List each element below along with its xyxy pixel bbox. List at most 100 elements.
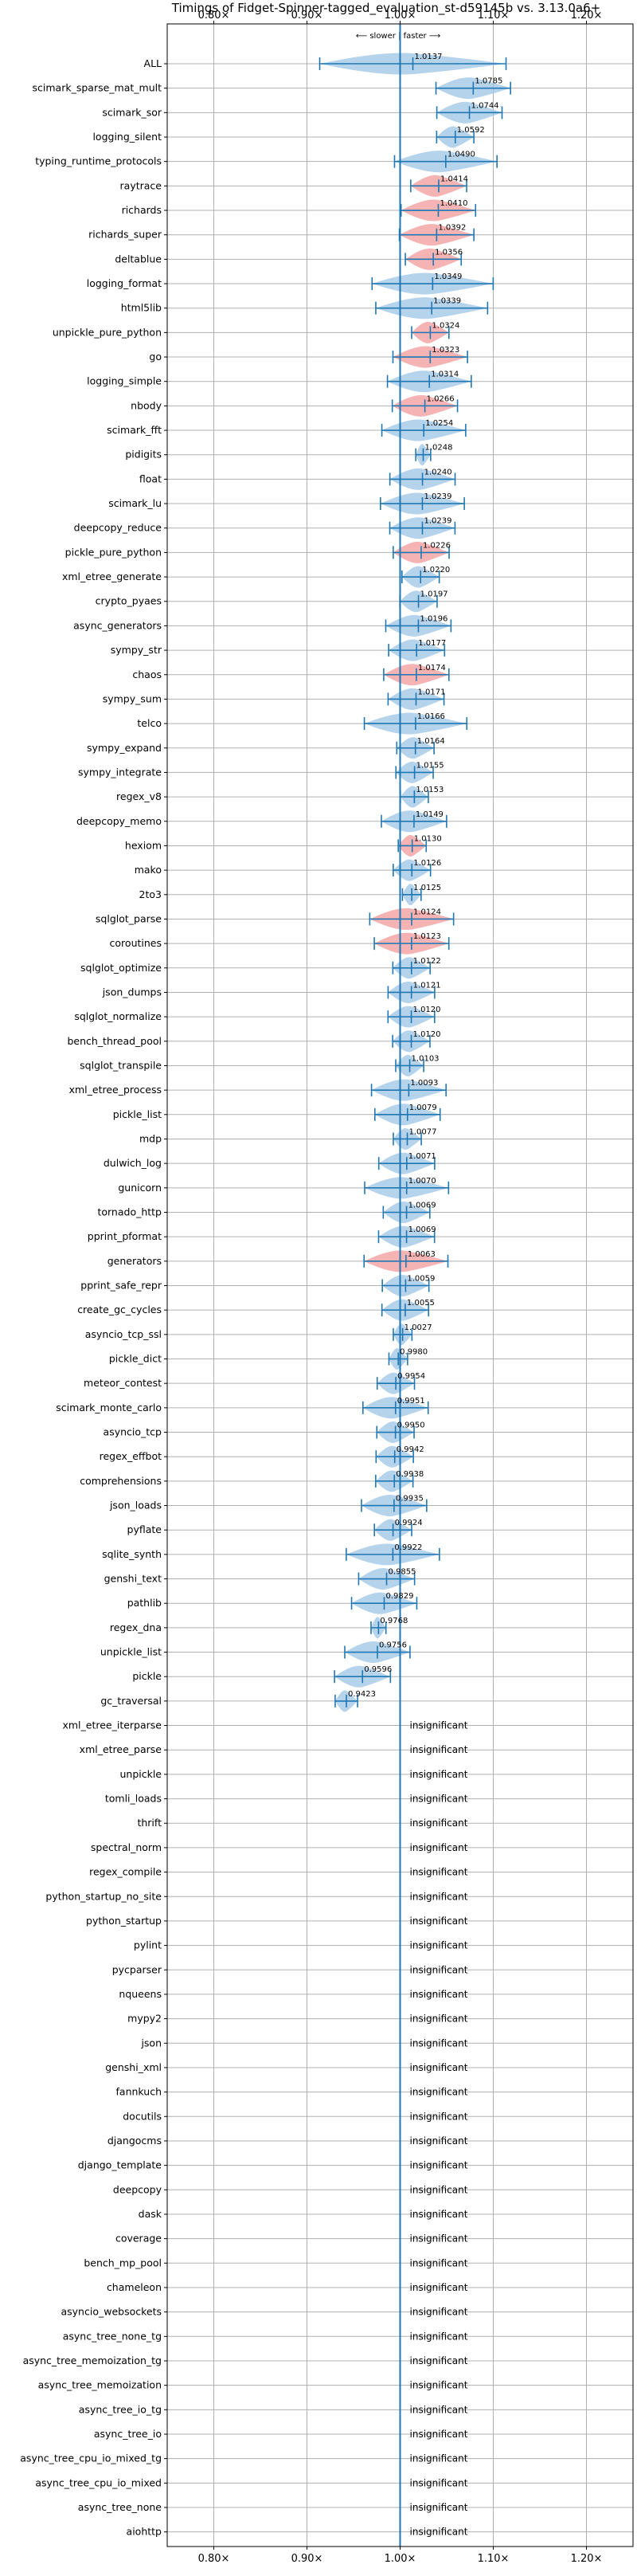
- y-tick-label: xml_etree_iterparse: [62, 1719, 162, 1731]
- insignificant-label: insignificant: [410, 2087, 468, 2098]
- y-tick-label: scimark_lu: [108, 497, 162, 509]
- value-label: 1.0164: [417, 737, 445, 746]
- value-label: 1.0785: [475, 77, 502, 86]
- insignificant-label: insignificant: [410, 2184, 468, 2195]
- y-tick-label: tomli_loads: [105, 1793, 162, 1805]
- y-tick-label: pylint: [134, 1939, 162, 1951]
- value-label: 0.9423: [348, 1690, 376, 1699]
- y-tick-label: djangocms: [107, 2135, 162, 2147]
- value-label: 0.9855: [389, 1568, 416, 1577]
- y-tick-label: sqlglot_optimize: [80, 962, 162, 974]
- insignificant-label: insignificant: [410, 2282, 468, 2293]
- insignificant-label: insignificant: [410, 1989, 468, 2000]
- y-tick-label: regex_dna: [110, 1621, 162, 1633]
- y-tick-label: nbody: [131, 399, 162, 411]
- y-tick-label: scimark_fft: [107, 424, 162, 436]
- insignificant-label: insignificant: [410, 1964, 468, 1975]
- value-label: 0.9935: [396, 1495, 424, 1504]
- insignificant-label: insignificant: [410, 2331, 468, 2342]
- x-tick-label-bottom: 1.20×: [571, 2553, 603, 2565]
- value-label: 1.0744: [471, 101, 499, 110]
- value-label: 0.9756: [379, 1641, 407, 1650]
- value-label: 1.0071: [408, 1152, 436, 1161]
- value-label: 1.0069: [408, 1225, 436, 1234]
- y-tick-label: async_tree_cpu_io_mixed_tg: [20, 2452, 162, 2464]
- y-tick-label: docutils: [123, 2110, 162, 2122]
- y-tick-label: mako: [135, 864, 162, 876]
- y-tick-label: async_tree_io: [94, 2428, 162, 2440]
- value-label: 1.0410: [440, 199, 467, 208]
- y-tick-label: sympy_sum: [103, 692, 162, 704]
- y-tick-label: json_loads: [109, 1500, 162, 1511]
- insignificant-label: insignificant: [410, 2111, 468, 2122]
- y-tick-label: unpickle: [119, 1768, 162, 1780]
- x-tick-label-top: 1.00×: [385, 10, 416, 22]
- y-tick-label: sqlglot_parse: [96, 912, 162, 924]
- y-tick-label: sympy_integrate: [78, 766, 162, 778]
- y-tick-label: async_tree_cpu_io_mixed: [35, 2476, 162, 2488]
- value-label: 1.0314: [431, 371, 459, 379]
- y-tick-label: deltablue: [115, 253, 162, 265]
- insignificant-label: insignificant: [410, 1817, 468, 1829]
- insignificant-label: insignificant: [410, 2209, 468, 2220]
- y-tick-label: chameleon: [107, 2281, 162, 2293]
- y-tick-label: pathlib: [127, 1597, 162, 1609]
- y-tick-label: async_tree_none: [78, 2501, 162, 2513]
- ticks-layer: 0.80× 0.80× 0.90× 0.90× 1.00× 1.00× 1.10× 1.10×…: [20, 10, 602, 2565]
- value-label: 1.0349: [434, 272, 462, 281]
- y-tick-label: logging_silent: [92, 131, 162, 143]
- direction-label: ⟵ slower | faster ⟶: [356, 32, 440, 41]
- y-tick-label: html5lib: [121, 302, 162, 314]
- y-tick-label: genshi_text: [104, 1573, 162, 1585]
- insignificant-label: insignificant: [410, 1891, 468, 1902]
- value-label: 1.0166: [417, 712, 445, 721]
- value-label: 1.0103: [412, 1054, 440, 1063]
- x-tick-label-top: 0.90×: [291, 10, 323, 22]
- y-tick-label: pickle_dict: [109, 1353, 162, 1365]
- y-tick-label: async_tree_memoization_tg: [23, 2354, 162, 2366]
- y-tick-label: asyncio_tcp_ssl: [85, 1328, 162, 1340]
- y-tick-label: genshi_xml: [105, 2061, 162, 2073]
- insignificant-label: insignificant: [410, 2062, 468, 2073]
- y-tick-label: nqueens: [119, 1988, 162, 2000]
- value-label: 1.0197: [420, 590, 448, 599]
- y-tick-label: bench_mp_pool: [84, 2256, 162, 2268]
- value-label: 1.0177: [418, 639, 446, 648]
- value-label: 1.0130: [414, 834, 442, 843]
- x-tick-label-bottom: 0.80×: [198, 2553, 230, 2565]
- y-tick-label: scimark_monte_carlo: [56, 1402, 162, 1413]
- value-label: 1.0324: [432, 321, 459, 330]
- value-label: 1.0120: [413, 1006, 441, 1014]
- y-tick-label: xml_etree_parse: [80, 1743, 162, 1755]
- y-tick-label: spectral_norm: [91, 1841, 162, 1853]
- y-tick-label: deepcopy_reduce: [74, 522, 162, 534]
- value-label: 1.0155: [416, 761, 444, 770]
- value-label: 1.0323: [432, 346, 459, 355]
- value-label: 1.0339: [433, 297, 461, 306]
- insignificant-label: insignificant: [410, 2307, 468, 2318]
- value-label: 1.0093: [410, 1079, 438, 1088]
- value-label: 1.0226: [423, 541, 451, 550]
- value-label: 0.9942: [397, 1445, 424, 1454]
- insignificant-label: insignificant: [410, 1744, 468, 1755]
- y-tick-label: deepcopy_memo: [76, 815, 162, 827]
- y-tick-label: logging_format: [87, 277, 162, 289]
- value-label: 1.0122: [413, 957, 441, 966]
- value-label: 0.9768: [380, 1617, 408, 1625]
- insignificant-label: insignificant: [410, 1940, 468, 1951]
- y-tick-label: async_tree_none_tg: [63, 2330, 162, 2342]
- y-tick-label: gunicorn: [118, 1182, 162, 1194]
- insignificant-label: insignificant: [410, 1915, 468, 1927]
- value-label: 1.0356: [435, 248, 463, 257]
- y-tick-label: typing_runtime_protocols: [35, 155, 162, 167]
- insignificant-label: insignificant: [410, 1794, 468, 1805]
- insignificant-label: insignificant: [410, 2380, 468, 2391]
- y-tick-label: django_template: [78, 2159, 162, 2171]
- marks-layer: [318, 24, 511, 2547]
- value-label: 1.0239: [424, 517, 451, 526]
- value-label: 1.0174: [418, 664, 446, 672]
- y-tick-label: sqlglot_normalize: [74, 1010, 162, 1022]
- y-tick-label: meteor_contest: [84, 1377, 162, 1389]
- value-label: 1.0149: [416, 810, 444, 819]
